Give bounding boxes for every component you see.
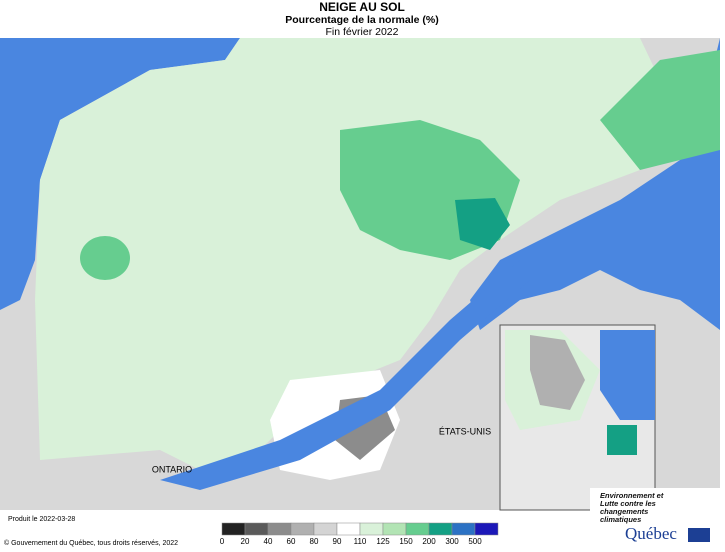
subtitle: Pourcentage de la normale (%) xyxy=(285,14,438,26)
legend-tick-label: 500 xyxy=(468,537,482,546)
very-high-zone xyxy=(455,198,510,250)
inset-water xyxy=(600,330,655,420)
legend-tick-label: 300 xyxy=(445,537,459,546)
legend-swatch xyxy=(474,522,499,536)
legend-tick-label: 60 xyxy=(287,537,296,546)
high-zone-east xyxy=(600,50,720,170)
logo-text-box: Environnement et Lutte contre les change… xyxy=(600,492,664,524)
legend-swatch xyxy=(405,522,430,536)
inset-high xyxy=(607,425,637,455)
legend-tick-label: 20 xyxy=(241,537,250,546)
legend-tick-label: 125 xyxy=(376,537,390,546)
title: NEIGE AU SOL xyxy=(319,0,405,14)
legend: 0 20 40 60 80 90 110 125 150 200 300 500 xyxy=(220,522,499,546)
logo-text: Environnement et Lutte contre les change… xyxy=(600,492,664,524)
legend-tick-label: 40 xyxy=(264,537,273,546)
quebec xyxy=(35,38,690,480)
region-label: ONTARIO xyxy=(152,464,192,474)
legend-swatch xyxy=(382,522,407,536)
legend-tick-label: 90 xyxy=(333,537,342,546)
legend-swatch xyxy=(428,522,453,536)
legend-tick-label: 0 xyxy=(220,537,225,546)
legend-tick-label: 80 xyxy=(310,537,319,546)
inset-low xyxy=(530,335,585,410)
copyright: © Gouvernement du Québec, tous droits ré… xyxy=(4,539,178,547)
legend-tick-label: 150 xyxy=(399,537,413,546)
legend-tick-label: 110 xyxy=(354,537,367,546)
legend-swatch xyxy=(267,522,292,536)
produced-date: Produit le 2022-03-28 xyxy=(8,516,75,523)
region-label: ÉTATS-UNIS xyxy=(439,426,491,436)
logo-flag xyxy=(688,528,710,542)
legend-swatch xyxy=(221,522,246,536)
legend-swatch xyxy=(359,522,384,536)
high-zone-west xyxy=(80,236,130,280)
james-bay xyxy=(0,38,240,310)
legend-swatch xyxy=(244,522,269,536)
date: Fin février 2022 xyxy=(326,26,399,38)
logo-name: Québec xyxy=(625,524,677,543)
legend-swatch xyxy=(313,522,338,536)
legend-swatch xyxy=(451,522,476,536)
legend-swatch xyxy=(290,522,315,536)
map: ONTARIO ÉTATS-UNIS xyxy=(0,38,720,511)
legend-swatch xyxy=(336,522,361,536)
gulf xyxy=(470,38,720,330)
legend-tick-label: 200 xyxy=(422,537,436,546)
